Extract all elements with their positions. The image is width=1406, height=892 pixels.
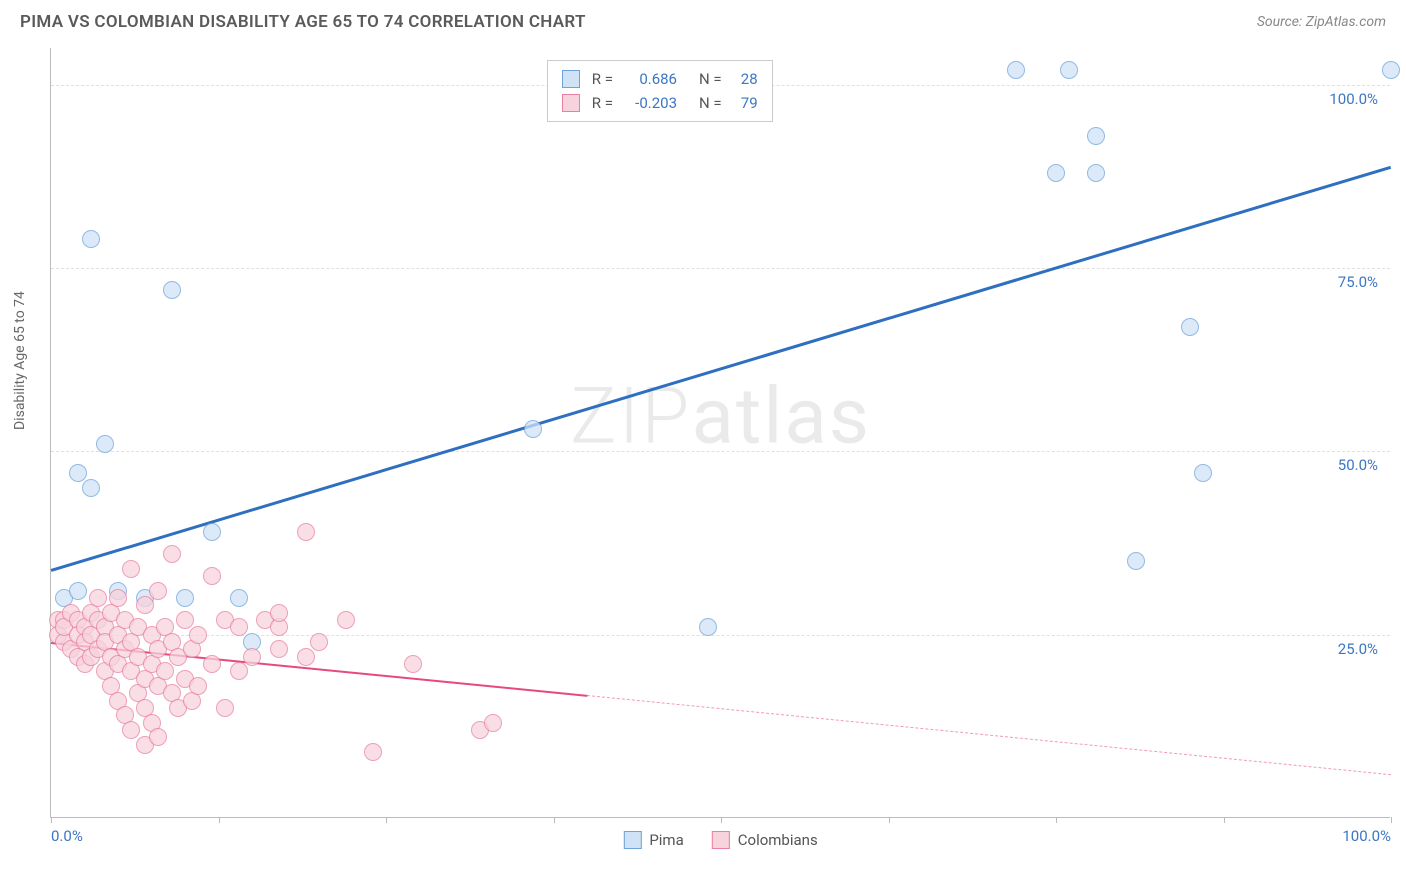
source-attribution: Source: ZipAtlas.com	[1257, 14, 1386, 30]
legend-label: Colombians	[738, 831, 818, 849]
data-point	[364, 743, 382, 761]
x-tick	[386, 817, 387, 823]
data-point	[230, 618, 248, 636]
data-point	[1060, 61, 1078, 79]
legend-swatch	[623, 831, 641, 849]
y-tick-label: 75.0%	[1338, 273, 1378, 291]
watermark: ZIPatlas	[570, 372, 871, 463]
data-point	[203, 567, 221, 585]
legend-item: Colombians	[712, 831, 818, 849]
stat-label: R =	[592, 94, 613, 112]
x-tick-label: 0.0%	[51, 827, 83, 845]
data-point	[1007, 61, 1025, 79]
y-tick-label: 100.0%	[1329, 90, 1378, 108]
stats-legend: R = 0.686 N = 28 R = -0.203 N = 79	[547, 60, 773, 122]
data-point	[270, 604, 288, 622]
data-point	[203, 523, 221, 541]
data-point	[1127, 552, 1145, 570]
gridline	[51, 451, 1390, 452]
data-point	[1181, 318, 1199, 336]
chart-title: PIMA VS COLOMBIAN DISABILITY AGE 65 TO 7…	[20, 12, 586, 32]
data-point	[230, 662, 248, 680]
stat-label: R =	[592, 70, 613, 88]
data-point	[404, 655, 422, 673]
legend-swatch	[562, 70, 580, 88]
x-tick	[721, 817, 722, 823]
x-tick	[554, 817, 555, 823]
gridline	[51, 268, 1390, 269]
data-point	[1047, 164, 1065, 182]
scatter-plot: ZIPatlas 25.0%50.0%75.0%100.0%0.0%100.0%…	[50, 48, 1390, 818]
x-tick	[1056, 817, 1057, 823]
data-point	[1382, 61, 1400, 79]
data-point	[156, 662, 174, 680]
regression-line	[51, 165, 1392, 571]
stat-n-value: 79	[730, 94, 758, 112]
stats-legend-row: R = -0.203 N = 79	[562, 91, 758, 115]
data-point	[69, 582, 87, 600]
data-point	[216, 699, 234, 717]
data-point	[1194, 464, 1212, 482]
data-point	[189, 626, 207, 644]
data-point	[163, 281, 181, 299]
data-point	[337, 611, 355, 629]
data-point	[69, 464, 87, 482]
data-point	[310, 633, 328, 651]
stat-r-value: 0.686	[621, 70, 677, 88]
data-point	[122, 560, 140, 578]
legend-swatch	[712, 831, 730, 849]
series-legend: Pima Colombians	[623, 831, 817, 849]
data-point	[176, 611, 194, 629]
data-point	[136, 596, 154, 614]
stat-label: N =	[699, 70, 722, 88]
stats-legend-row: R = 0.686 N = 28	[562, 67, 758, 91]
data-point	[230, 589, 248, 607]
x-tick-label: 100.0%	[1342, 827, 1391, 845]
data-point	[149, 728, 167, 746]
regression-line-dashed	[587, 695, 1391, 775]
data-point	[297, 648, 315, 666]
data-point	[297, 523, 315, 541]
data-point	[149, 582, 167, 600]
data-point	[699, 618, 717, 636]
legend-swatch	[562, 94, 580, 112]
data-point	[524, 420, 542, 438]
stat-n-value: 28	[730, 70, 758, 88]
legend-label: Pima	[649, 831, 683, 849]
x-tick	[1224, 817, 1225, 823]
x-tick	[219, 817, 220, 823]
data-point	[96, 435, 114, 453]
data-point	[1087, 127, 1105, 145]
data-point	[243, 648, 261, 666]
y-tick-label: 25.0%	[1338, 640, 1378, 658]
stat-r-value: -0.203	[621, 94, 677, 112]
data-point	[189, 677, 207, 695]
data-point	[203, 655, 221, 673]
data-point	[82, 479, 100, 497]
data-point	[270, 640, 288, 658]
x-tick	[51, 817, 52, 823]
data-point	[122, 721, 140, 739]
x-tick	[889, 817, 890, 823]
data-point	[82, 230, 100, 248]
data-point	[163, 545, 181, 563]
data-point	[89, 589, 107, 607]
y-axis-label: Disability Age 65 to 74	[12, 291, 28, 430]
legend-item: Pima	[623, 831, 683, 849]
data-point	[109, 589, 127, 607]
data-point	[176, 589, 194, 607]
stat-label: N =	[699, 94, 722, 112]
data-point	[484, 714, 502, 732]
x-tick	[1391, 817, 1392, 823]
data-point	[1087, 164, 1105, 182]
y-tick-label: 50.0%	[1338, 456, 1378, 474]
